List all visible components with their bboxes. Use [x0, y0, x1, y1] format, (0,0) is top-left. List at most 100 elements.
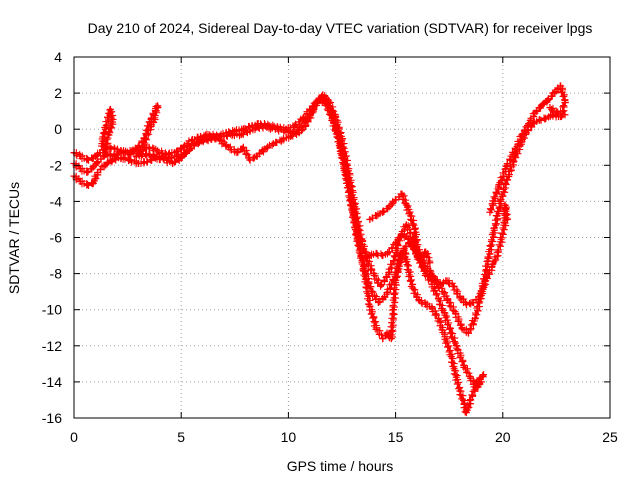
y-tick-label: -14	[42, 374, 62, 390]
data-point	[370, 271, 378, 279]
y-axis-title: SDTVAR / TECUs	[6, 182, 22, 294]
data-point	[422, 248, 430, 256]
data-point	[340, 159, 348, 167]
data-point	[246, 156, 254, 164]
data-point	[456, 293, 464, 301]
marker-trail	[362, 201, 511, 309]
y-tick-label: -6	[50, 230, 63, 246]
data-point	[525, 120, 533, 128]
data-point	[224, 143, 232, 151]
data-point	[347, 196, 355, 204]
data-point	[452, 309, 460, 317]
data-point	[404, 266, 412, 274]
y-tick-label: -12	[42, 338, 62, 354]
data-point	[327, 107, 335, 115]
data-point	[154, 147, 162, 155]
data-point	[377, 282, 385, 290]
data-point	[383, 329, 391, 337]
data-point	[460, 400, 468, 408]
data-point	[76, 165, 84, 173]
data-point	[537, 102, 545, 110]
data-point	[302, 122, 310, 130]
data-point	[469, 298, 477, 306]
data-point	[379, 208, 387, 216]
data-point	[441, 311, 449, 319]
data-point	[109, 156, 117, 164]
data-point	[495, 248, 503, 256]
data-point	[441, 333, 449, 341]
data-point	[102, 122, 110, 130]
data-point	[117, 147, 125, 155]
data-point	[379, 252, 387, 260]
data-point	[486, 208, 494, 216]
data-point	[413, 243, 421, 251]
data-point	[417, 255, 425, 263]
data-point	[359, 255, 367, 263]
x-tick-label: 25	[602, 429, 618, 445]
x-tick-label: 0	[70, 429, 78, 445]
data-point	[449, 282, 457, 290]
data-point	[428, 304, 436, 312]
data-point	[314, 96, 322, 104]
data-point	[550, 89, 558, 97]
data-point	[319, 91, 327, 99]
data-point	[265, 122, 273, 130]
data-point	[501, 201, 509, 209]
data-point	[471, 315, 479, 323]
data-point	[169, 159, 177, 167]
data-point	[149, 118, 157, 126]
data-point	[216, 136, 224, 144]
data-point	[366, 215, 374, 223]
data-point	[252, 152, 260, 160]
data-point	[473, 378, 481, 386]
data-point	[464, 329, 472, 337]
data-point	[89, 179, 97, 187]
data-point	[495, 183, 503, 191]
y-tick-label: -4	[50, 193, 63, 209]
data-point	[156, 152, 164, 160]
data-point	[111, 145, 119, 153]
data-point	[353, 232, 361, 240]
y-tick-label: -10	[42, 302, 62, 318]
data-point	[83, 169, 91, 177]
data-point	[544, 96, 552, 104]
data-point	[475, 293, 483, 301]
data-point	[385, 248, 393, 256]
data-point	[503, 215, 511, 223]
data-point	[379, 335, 387, 343]
data-point	[89, 163, 97, 171]
data-point	[404, 235, 412, 243]
data-point	[546, 104, 554, 112]
data-point	[426, 259, 434, 267]
data-point	[366, 252, 374, 260]
data-point	[372, 212, 380, 220]
data-point	[462, 300, 470, 308]
data-point	[512, 145, 520, 153]
data-point	[467, 396, 475, 404]
data-point	[409, 284, 417, 292]
y-tick-label: 2	[54, 85, 62, 101]
data-point	[454, 345, 462, 353]
data-point	[482, 277, 490, 285]
data-point	[561, 96, 569, 104]
data-point	[117, 154, 125, 162]
data-point	[452, 371, 460, 379]
data-point	[424, 264, 432, 272]
data-point	[231, 127, 239, 135]
x-axis: 0 5 10 15 20 25	[70, 57, 618, 445]
data-point	[411, 224, 419, 232]
data-point	[552, 109, 560, 117]
data-point	[389, 306, 397, 314]
data-point	[443, 277, 451, 285]
x-tick-label: 15	[388, 429, 404, 445]
data-point	[76, 178, 84, 186]
data-point	[321, 95, 329, 103]
y-axis: -16 -14 -12 -10 -8 -6 -4 -2 0 2 4	[42, 49, 610, 426]
data-point	[181, 149, 189, 157]
data-point	[248, 122, 256, 130]
data-point	[467, 374, 475, 382]
data-point	[430, 275, 438, 283]
data-point	[147, 114, 155, 122]
x-tick-label: 20	[495, 429, 511, 445]
data-point	[488, 262, 496, 270]
